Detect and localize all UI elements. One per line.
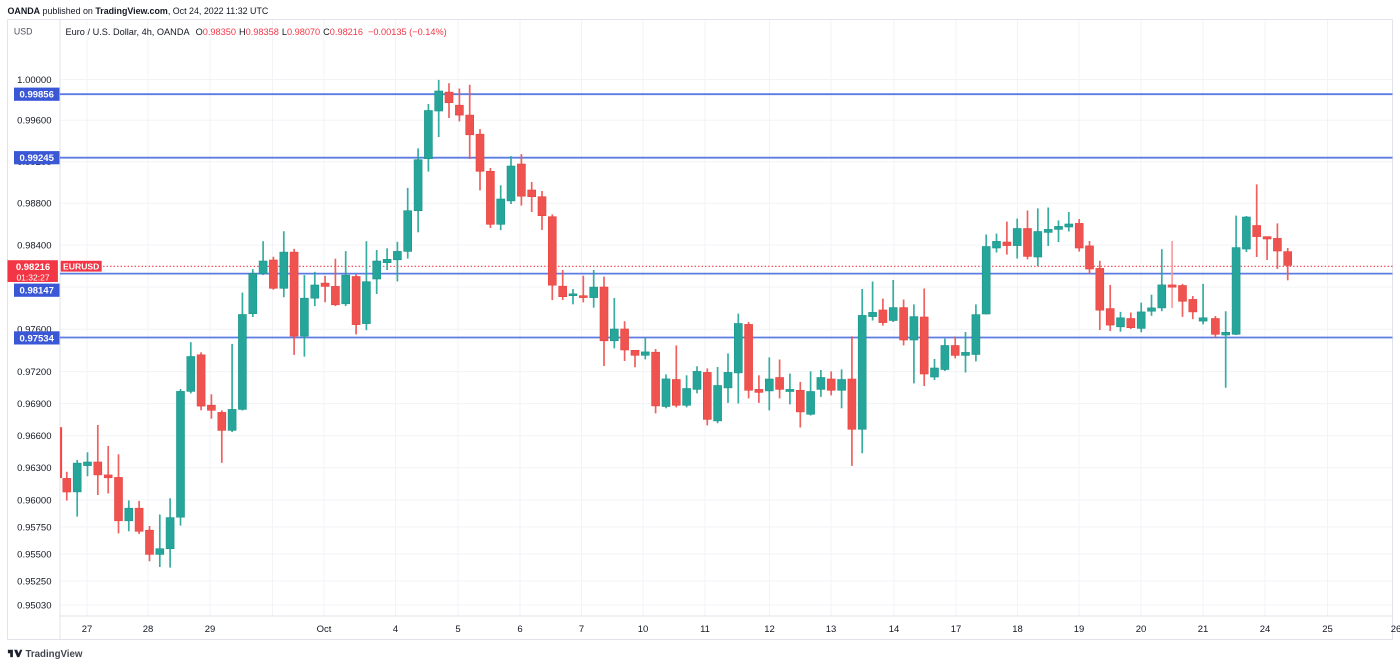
- svg-text:13: 13: [826, 624, 837, 635]
- svg-text:0.99856: 0.99856: [20, 90, 54, 101]
- svg-text:0.98147: 0.98147: [20, 286, 54, 297]
- svg-text:0.95030: 0.95030: [17, 600, 51, 611]
- svg-text:14: 14: [889, 624, 900, 635]
- svg-text:01:32:27: 01:32:27: [16, 272, 49, 282]
- svg-text:27: 27: [82, 624, 93, 635]
- svg-text:Oct: Oct: [317, 624, 332, 635]
- svg-text:4: 4: [393, 624, 398, 635]
- svg-text:25: 25: [1322, 624, 1333, 635]
- svg-text:20: 20: [1136, 624, 1147, 635]
- svg-text:USD: USD: [14, 27, 33, 37]
- svg-text:10: 10: [638, 624, 649, 635]
- svg-text:21: 21: [1198, 624, 1209, 635]
- svg-text:12: 12: [764, 624, 775, 635]
- svg-text:TradingView: TradingView: [26, 649, 83, 660]
- svg-text:19: 19: [1074, 624, 1085, 635]
- svg-text:0.95750: 0.95750: [17, 522, 51, 533]
- svg-text:5: 5: [455, 624, 460, 635]
- svg-text:0.95500: 0.95500: [17, 549, 51, 560]
- svg-text:0.99600: 0.99600: [17, 116, 51, 127]
- svg-text:0.96300: 0.96300: [17, 463, 51, 474]
- svg-text:0.99245: 0.99245: [20, 153, 55, 164]
- svg-text:1.00000: 1.00000: [17, 75, 51, 86]
- svg-text:0.95250: 0.95250: [17, 577, 51, 588]
- svg-text:0.97600: 0.97600: [17, 325, 51, 336]
- svg-text:18: 18: [1012, 624, 1023, 635]
- svg-text:OANDA published on TradingView: OANDA published on TradingView.com, Oct …: [8, 6, 269, 16]
- svg-text:7: 7: [579, 624, 584, 635]
- svg-text:6: 6: [517, 624, 522, 635]
- svg-text:28: 28: [143, 624, 154, 635]
- svg-text:0.97534: 0.97534: [20, 333, 55, 344]
- svg-text:0.96000: 0.96000: [17, 495, 51, 506]
- svg-text:17: 17: [951, 624, 962, 635]
- svg-text:0.97200: 0.97200: [17, 367, 51, 378]
- svg-text:0.96600: 0.96600: [17, 431, 51, 442]
- svg-text:EURUSD: EURUSD: [63, 262, 99, 272]
- svg-text:24: 24: [1260, 624, 1271, 635]
- svg-text:0.96900: 0.96900: [17, 399, 51, 410]
- svg-text:11: 11: [700, 624, 710, 635]
- svg-text:0.98800: 0.98800: [17, 199, 51, 210]
- svg-text:29: 29: [205, 624, 216, 635]
- svg-text:26: 26: [1391, 624, 1400, 635]
- svg-text:0.98400: 0.98400: [17, 241, 51, 252]
- svg-text:0.98216: 0.98216: [16, 262, 50, 273]
